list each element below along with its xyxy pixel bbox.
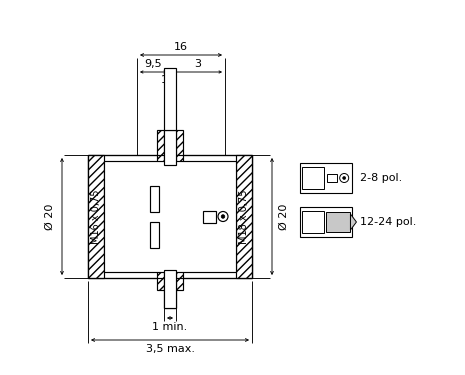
Circle shape	[218, 211, 228, 222]
Bar	[157, 130, 183, 165]
Polygon shape	[351, 214, 357, 230]
Text: 9,5: 9,5	[145, 59, 162, 69]
Text: M18 x 0,75: M18 x 0,75	[239, 189, 249, 244]
Bar	[300, 163, 352, 193]
Bar	[236, 155, 252, 278]
Bar	[164, 68, 176, 130]
Circle shape	[221, 215, 225, 218]
Bar	[150, 186, 159, 211]
Bar	[157, 270, 183, 290]
Text: 1 min.: 1 min.	[153, 322, 187, 332]
Bar	[300, 207, 352, 237]
Bar	[104, 161, 236, 272]
Bar	[150, 222, 159, 248]
Circle shape	[343, 177, 345, 180]
Bar	[302, 167, 324, 189]
Bar	[302, 211, 324, 233]
Bar	[326, 212, 351, 232]
Text: 3,5 max.: 3,5 max.	[146, 344, 194, 354]
Text: 16: 16	[174, 42, 188, 52]
Text: Ø 20: Ø 20	[279, 203, 289, 229]
Bar	[88, 155, 252, 278]
Text: M16 x 0,75: M16 x 0,75	[91, 189, 101, 244]
Circle shape	[340, 174, 349, 183]
Bar	[164, 130, 176, 165]
Bar	[203, 210, 216, 222]
Bar	[88, 155, 104, 278]
Text: 2-8 pol.: 2-8 pol.	[360, 173, 402, 183]
Text: 1,5: 1,5	[161, 75, 179, 85]
Text: Ø 20: Ø 20	[45, 203, 55, 229]
Text: 3: 3	[194, 59, 201, 69]
Bar	[164, 270, 176, 308]
Text: 12-24 pol.: 12-24 pol.	[360, 217, 416, 227]
Bar	[327, 174, 337, 182]
Bar	[88, 155, 252, 278]
